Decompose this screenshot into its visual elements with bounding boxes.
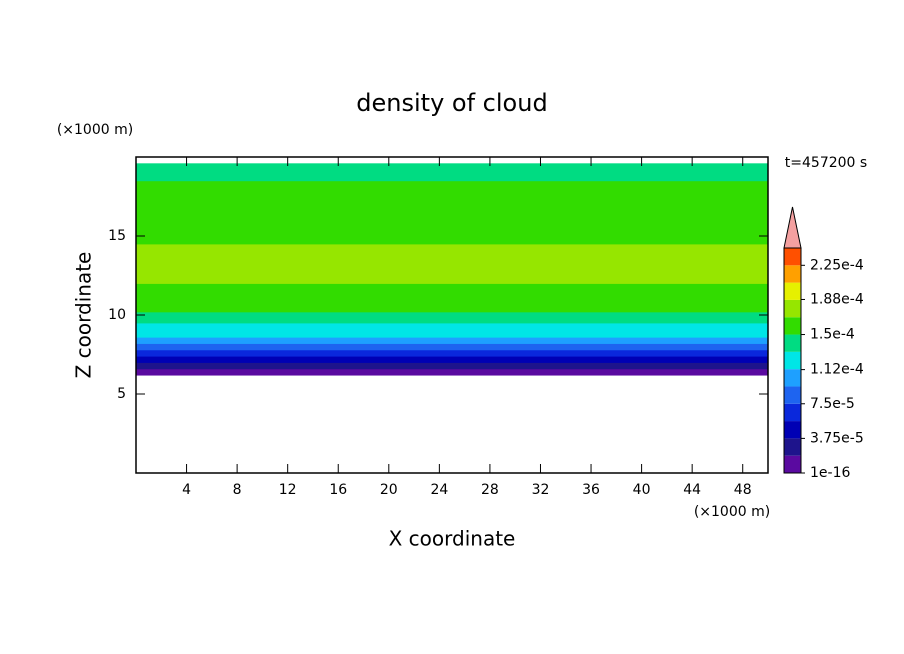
colorbar-tick-label: 1.88e-4: [810, 291, 864, 307]
colorbar-box: [784, 351, 801, 370]
colorbar-box: [784, 248, 801, 266]
x-tick-label: 4: [182, 482, 191, 498]
contour-band: [136, 362, 768, 370]
colorbar-box: [784, 438, 801, 456]
colorbar-tick-label: 2.25e-4: [810, 257, 864, 273]
colorbar-tick-label: 1e-16: [810, 465, 850, 481]
x-unit: (×1000 m): [694, 504, 770, 520]
colorbar-box: [784, 334, 801, 352]
x-tick-label: 16: [329, 482, 347, 498]
y-tick-label: 15: [108, 228, 126, 244]
x-tick-label: 44: [683, 482, 701, 498]
contour-band: [136, 330, 768, 338]
colorbar-tick-label: 1.5e-4: [810, 327, 855, 343]
colorbar-box: [784, 421, 801, 439]
colorbar-box: [784, 386, 801, 404]
colorbar-box: [784, 282, 801, 300]
x-axis-label: X coordinate: [389, 527, 516, 551]
x-tick-label: 8: [233, 482, 242, 498]
contour-band: [136, 368, 768, 376]
x-tick-label: 36: [582, 482, 600, 498]
contour-band: [136, 180, 768, 213]
x-tick-label: 28: [481, 482, 499, 498]
contour-band: [136, 349, 768, 357]
y-unit: (×1000 m): [57, 122, 133, 138]
colorbar-box: [784, 455, 801, 473]
contour-band: [136, 337, 768, 344]
x-tick-label: 12: [279, 482, 297, 498]
time-label: t=457200 s: [785, 155, 867, 171]
colorbar-tick-label: 1.12e-4: [810, 362, 864, 378]
colorbar-box: [784, 403, 801, 422]
colorbar-extend: [783, 206, 802, 249]
y-tick-label: 10: [108, 307, 126, 323]
contour-band: [136, 322, 768, 332]
x-tick-label: 24: [430, 482, 448, 498]
colorbar-box: [784, 369, 801, 387]
colorbar-box: [784, 299, 801, 318]
contour-band: [136, 343, 768, 351]
contour-band: [136, 283, 768, 300]
contour-band: [136, 356, 768, 363]
y-tick-label: 5: [117, 386, 126, 402]
contour-band: [136, 243, 768, 284]
colorbar-box: [784, 265, 801, 283]
contour-band: [136, 299, 768, 313]
chart-title: density of cloud: [356, 89, 547, 117]
x-tick-label: 48: [734, 482, 752, 498]
y-axis-label: Z coordinate: [72, 252, 96, 379]
colorbar-frame: [783, 247, 802, 474]
contour-band: [136, 212, 768, 245]
contour-band: [136, 311, 768, 324]
contour-band: [136, 163, 768, 182]
x-tick-label: 32: [532, 482, 550, 498]
x-tick-label: 20: [380, 482, 398, 498]
colorbar-tick-label: 3.75e-5: [810, 430, 864, 446]
x-tick-label: 40: [633, 482, 651, 498]
colorbar-box: [784, 317, 801, 335]
colorbar-tick-label: 7.5e-5: [810, 396, 855, 412]
